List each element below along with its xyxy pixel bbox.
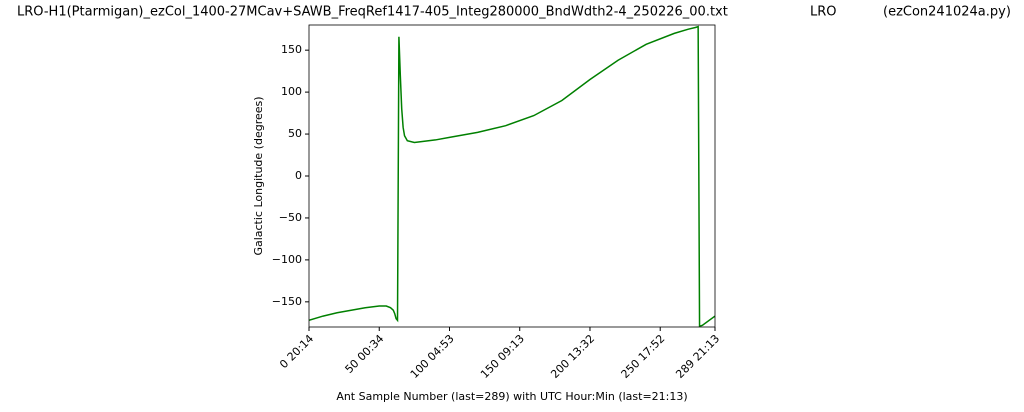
y-axis-label: Galactic Longitude (degrees)	[252, 96, 265, 255]
chart-title-program: (ezCon241024a.py)	[883, 5, 1011, 20]
x-tick-label: 150 09:13	[478, 332, 527, 381]
x-axis-label: Ant Sample Number (last=289) with UTC Ho…	[336, 390, 687, 403]
y-tick-label: 50	[288, 127, 302, 140]
y-tick-label: −50	[279, 211, 302, 224]
x-tick-label: 250 17:52	[619, 332, 668, 381]
y-tick-label: 100	[281, 85, 302, 98]
x-tick-label: 289 21:13	[673, 332, 722, 381]
chart-title: LRO-H1(Ptarmigan)_ezCol_1400-27MCav+SAWB…	[17, 5, 728, 20]
chart-title-site: LRO	[810, 5, 837, 20]
x-tick-label: 0 20:14	[277, 332, 316, 371]
y-tick-label: −150	[272, 295, 302, 308]
data-line	[309, 25, 715, 327]
x-tick-label: 100 04:53	[408, 332, 457, 381]
y-tick-label: −100	[272, 253, 302, 266]
y-tick-label: 150	[281, 43, 302, 56]
y-tick-label: 0	[295, 169, 302, 182]
plot-frame	[308, 24, 716, 328]
x-tick-label: 200 13:32	[548, 332, 597, 381]
x-tick-label: 50 00:34	[343, 332, 387, 376]
